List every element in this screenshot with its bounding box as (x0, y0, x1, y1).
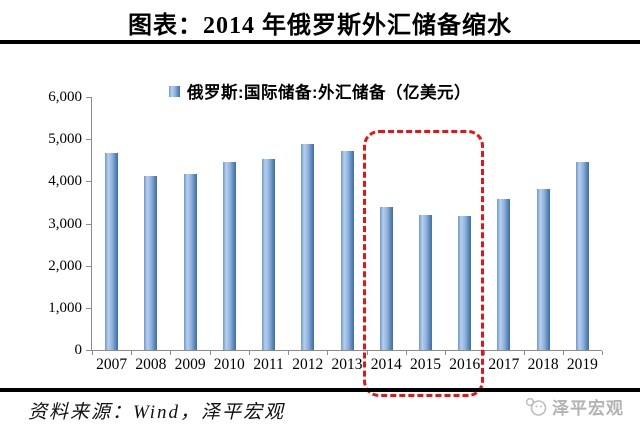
x-tick (92, 351, 93, 355)
bar-2015 (418, 215, 432, 350)
y-tick (86, 224, 91, 225)
x-label-2008: 2008 (135, 356, 167, 373)
x-label-2012: 2012 (292, 356, 324, 373)
x-label-2014: 2014 (370, 356, 402, 373)
x-label-2016: 2016 (449, 356, 481, 373)
bar-2018 (536, 189, 550, 350)
x-tick (445, 351, 446, 355)
x-tick (563, 351, 564, 355)
bar-2019 (575, 162, 589, 350)
x-tick (327, 351, 328, 355)
bottom-rule (0, 388, 640, 392)
x-tick (170, 351, 171, 355)
y-tick-label: 3,000 (48, 216, 82, 232)
bar-2016 (458, 216, 472, 350)
x-label-2018: 2018 (527, 356, 559, 373)
y-tick-label: 6,000 (48, 89, 82, 105)
x-label-2017: 2017 (488, 356, 520, 373)
bar-2009 (183, 174, 197, 350)
x-tick (484, 351, 485, 355)
y-tick (86, 97, 91, 98)
bar-2008 (144, 176, 158, 350)
y-tick (86, 139, 91, 140)
y-axis-line (91, 97, 92, 351)
y-tick-label: 4,000 (48, 173, 82, 189)
x-tick (602, 351, 603, 355)
bar-2017 (497, 199, 511, 350)
legend-swatch-icon (169, 86, 180, 97)
y-tick-label: 2,000 (48, 258, 82, 274)
top-rule (0, 40, 640, 44)
y-tick-label: 1,000 (48, 300, 82, 316)
brand-name: 泽平宏观 (552, 399, 624, 418)
x-label-2007: 2007 (96, 356, 128, 373)
x-tick (367, 351, 368, 355)
bar-2011 (262, 159, 276, 350)
y-tick-label: 5,000 (48, 131, 82, 147)
x-label-2013: 2013 (331, 356, 363, 373)
x-label-2019: 2019 (566, 356, 598, 373)
highlight-dashed-box (363, 130, 484, 397)
brand: 泽平宏观 (525, 394, 624, 419)
x-label-2015: 2015 (409, 356, 441, 373)
y-tick (86, 181, 91, 182)
y-tick (86, 308, 91, 309)
legend-label: 俄罗斯:国际储备:外汇储备（亿美元） (187, 84, 471, 102)
x-label-2011: 2011 (253, 356, 284, 373)
y-tick (86, 266, 91, 267)
y-tick-label: 0 (74, 342, 83, 358)
bar-2012 (301, 144, 315, 350)
bar-2007 (105, 153, 119, 350)
x-tick (131, 351, 132, 355)
x-tick (249, 351, 250, 355)
source-note: 资料来源：Wind，泽平宏观 (28, 402, 286, 423)
x-label-2010: 2010 (213, 356, 245, 373)
bar-2014 (379, 207, 393, 350)
x-tick (524, 351, 525, 355)
x-label-2009: 2009 (174, 356, 206, 373)
bar-2013 (340, 151, 354, 350)
x-tick (406, 351, 407, 355)
chart-title: 图表：2014 年俄罗斯外汇储备缩水 (128, 13, 512, 39)
x-tick (288, 351, 289, 355)
bar-2010 (222, 162, 236, 350)
x-axis-line (91, 350, 602, 351)
x-tick (210, 351, 211, 355)
legend: 俄罗斯:国际储备:外汇储备（亿美元） (0, 79, 640, 103)
y-tick (86, 350, 91, 351)
wechat-logo-icon (525, 397, 547, 417)
